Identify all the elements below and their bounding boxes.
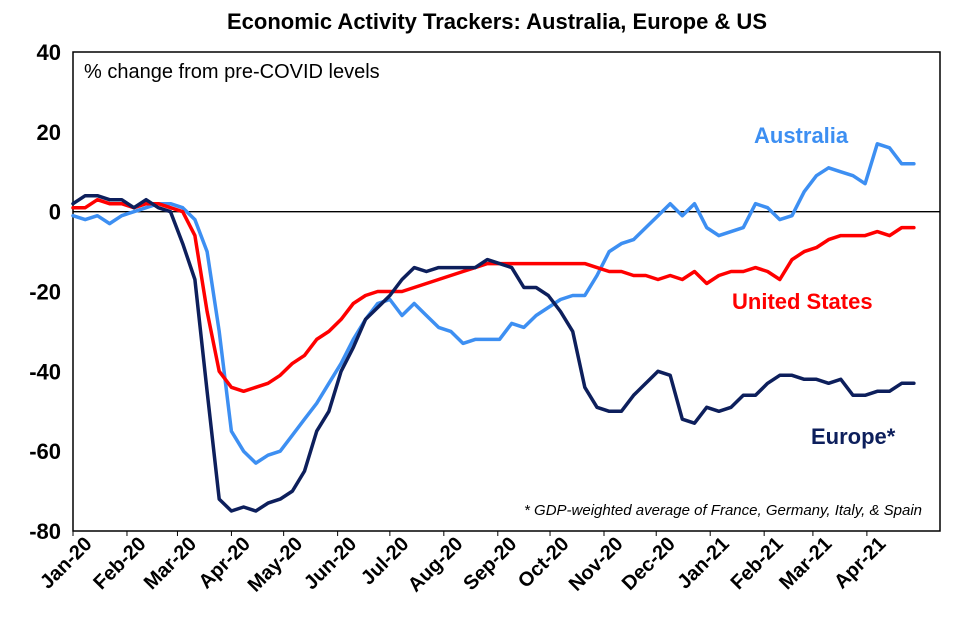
- x-tick-label: Oct-20: [514, 533, 574, 593]
- y-tick-label: -20: [29, 280, 61, 305]
- series-line-united-states: [71, 197, 916, 394]
- x-tick-label: Nov-20: [565, 533, 628, 596]
- y-tick-label: -80: [29, 519, 61, 544]
- series-line-australia: [71, 142, 916, 465]
- series-label-united-states: United States: [732, 289, 873, 314]
- x-tick-label: Dec-20: [618, 533, 680, 595]
- y-axis-ticks: 40 20 0 -20 -40 -60 -80: [29, 40, 61, 544]
- x-tick-label: Jun-20: [300, 533, 361, 594]
- y-tick-label: -40: [29, 359, 61, 384]
- y-axis-label: % change from pre-COVID levels: [84, 61, 380, 83]
- chart-footnote: * GDP-weighted average of France, German…: [524, 502, 922, 519]
- x-tick-label: Sep-20: [459, 533, 521, 595]
- x-tick-label: Mar-21: [775, 533, 836, 594]
- chart-title: Economic Activity Trackers: Australia, E…: [227, 9, 767, 34]
- x-tick-label: Apr-21: [830, 533, 890, 593]
- x-tick-label: Mar-20: [140, 533, 201, 594]
- x-tick-label: Jan-21: [673, 533, 733, 593]
- x-tick-label: Aug-20: [404, 533, 467, 596]
- y-tick-label: 20: [37, 120, 61, 145]
- series-line-europe: [71, 193, 916, 513]
- x-tick-label: Feb-21: [727, 533, 788, 594]
- y-tick-label: 0: [49, 200, 61, 225]
- series-label-europe: Europe*: [811, 424, 896, 449]
- series-label-australia: Australia: [754, 123, 849, 148]
- y-tick-label: -60: [29, 439, 61, 464]
- plot-area: [72, 51, 941, 532]
- y-tick-label: 40: [37, 40, 61, 65]
- x-axis-ticks: Jan-20Feb-20Mar-20Apr-20May-20Jun-20Jul-…: [36, 531, 890, 596]
- x-tick-label: Feb-20: [89, 533, 150, 594]
- series-lines: [71, 142, 916, 513]
- x-tick-label: May-20: [244, 533, 308, 597]
